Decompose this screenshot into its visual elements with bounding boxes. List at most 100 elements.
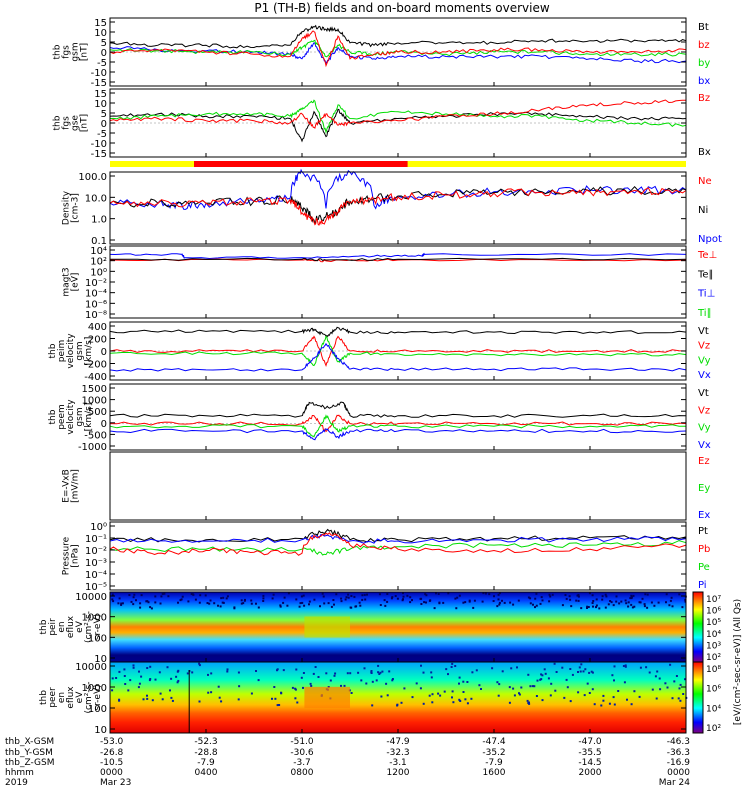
series-Pb xyxy=(109,532,687,556)
spectrogram-speckle xyxy=(582,670,585,673)
spectrogram-speckle xyxy=(592,600,595,602)
spectrogram-speckle xyxy=(613,703,616,706)
panel-efield: E=-VxB [mV/m] Ez Ey Ex xyxy=(62,451,710,521)
spectrogram-speckle xyxy=(554,689,557,692)
spectrogram-speckle xyxy=(403,687,406,690)
spectrogram-speckle xyxy=(466,681,469,683)
spectrogram-speckle xyxy=(406,594,409,597)
series-bz xyxy=(109,30,687,68)
y-tick-label: 10 xyxy=(94,28,107,39)
spectrogram-speckle xyxy=(186,672,189,675)
spectrogram-speckle xyxy=(442,601,445,604)
spectrogram-speckle xyxy=(496,681,499,684)
quality-bar-red xyxy=(194,161,408,167)
spectrogram-speckle xyxy=(624,665,627,668)
spectrogram-speckle xyxy=(220,597,223,600)
spectrogram-speckle xyxy=(658,677,661,680)
ephemeris-cell: 2000 xyxy=(579,768,602,778)
y-label-line: [nPa] xyxy=(71,544,81,567)
colorbar-tick-label: 10³ xyxy=(706,641,721,651)
spectrogram-speckle xyxy=(286,604,289,607)
spectrogram-speckle xyxy=(670,596,673,599)
series-Pt xyxy=(109,528,687,543)
spectrogram-speckle xyxy=(498,683,501,686)
spectrogram-speckle xyxy=(177,679,180,682)
ephemeris-cell: -16.9 xyxy=(667,758,691,768)
spectrogram-speckle xyxy=(394,595,397,597)
spectrogram-speckle xyxy=(630,703,633,706)
spectrogram-speckle xyxy=(633,690,636,693)
spectrogram-speckle xyxy=(250,692,253,695)
spectrogram-speckle xyxy=(612,604,615,607)
spectrogram-speckle xyxy=(462,691,465,693)
y-tick-label: 100.0 xyxy=(78,172,107,183)
spectrogram-speckle xyxy=(684,598,687,601)
spectrogram-speckle xyxy=(533,685,536,688)
spectrogram-speckle xyxy=(118,670,121,673)
spectrogram-speckle xyxy=(549,595,552,598)
spectrogram-speckle xyxy=(233,607,236,610)
spectrogram-speckle xyxy=(513,694,516,697)
spectrogram-speckle xyxy=(669,599,672,602)
y-tick-label: 100 xyxy=(88,704,107,715)
spectrogram-speckle xyxy=(512,687,515,690)
spectrogram-speckle xyxy=(656,670,659,673)
spectrogram-speckle xyxy=(187,600,190,603)
spectrogram-speckle xyxy=(250,602,253,605)
spectrogram-speckle xyxy=(632,594,635,597)
spectrogram-speckle xyxy=(600,704,603,707)
spectrogram-speckle xyxy=(493,595,495,598)
spectrogram-speckle xyxy=(379,604,382,606)
spectrogram-speckle xyxy=(333,603,335,606)
ephemeris-cell: 0000 xyxy=(667,768,690,778)
spectrogram-speckle xyxy=(643,603,646,606)
spectrogram-speckle xyxy=(391,596,394,599)
spectrogram-speckle xyxy=(610,601,613,604)
series-Tp xyxy=(109,257,687,262)
spectrogram-speckle xyxy=(484,592,487,595)
spectrogram-speckle xyxy=(464,698,467,701)
spectrogram-speckle xyxy=(353,595,356,598)
spectrogram-speckle xyxy=(458,594,461,597)
ephemeris-cell: 1200 xyxy=(387,768,410,778)
spectrogram-speckle xyxy=(541,599,544,602)
y-tick-label: 10⁻³ xyxy=(85,558,107,569)
ephemeris-cell: -3.7 xyxy=(293,758,311,768)
y-tick-label: -15 xyxy=(91,149,107,160)
spectrogram-speckle xyxy=(349,606,352,609)
y-axis-label: thb fgs gsm [nT] xyxy=(53,42,90,61)
spectrogram-speckle xyxy=(276,669,278,672)
spectrogram-speckle xyxy=(190,593,193,595)
spectrogram-speckle xyxy=(271,597,274,600)
spectrogram-speckle xyxy=(220,700,223,703)
spectrogram-speckle xyxy=(379,671,382,674)
y-tick-label: 10² xyxy=(90,257,107,268)
panel-peim-velocity: 400 2000 -200-400 thb peim velocity gsm [km/s] V… xyxy=(48,321,711,383)
spectrogram-speckle xyxy=(386,600,389,603)
spectrogram-speckle xyxy=(302,686,304,689)
spectrogram-speckle xyxy=(641,597,644,600)
spectrogram-speckle xyxy=(535,592,538,595)
spectrogram-speckle xyxy=(257,679,260,682)
spectrogram-speckle xyxy=(274,697,277,700)
y-label-line: thb xyxy=(48,409,58,424)
spectrogram-speckle xyxy=(579,670,582,673)
spectrogram-speckle xyxy=(630,594,633,597)
spectrogram-speckle xyxy=(222,601,225,604)
spectrogram-speckle xyxy=(312,672,315,675)
spectrogram-speckle xyxy=(577,691,580,694)
y-axis-label: Pressure [nPa] xyxy=(62,536,81,575)
spectrogram-speckle xyxy=(527,596,530,599)
spectrogram-speckle xyxy=(451,696,453,699)
spectrogram-speckle xyxy=(132,596,135,599)
spectrogram-speckle xyxy=(586,605,589,608)
legend-entry: Npot xyxy=(698,234,722,245)
spectrogram-speckle xyxy=(146,667,149,669)
spectrogram-speckle xyxy=(226,670,229,673)
spectrogram-speckle xyxy=(401,599,404,602)
spectrogram-speckle xyxy=(308,600,311,603)
spectrogram-speckle xyxy=(294,697,297,700)
